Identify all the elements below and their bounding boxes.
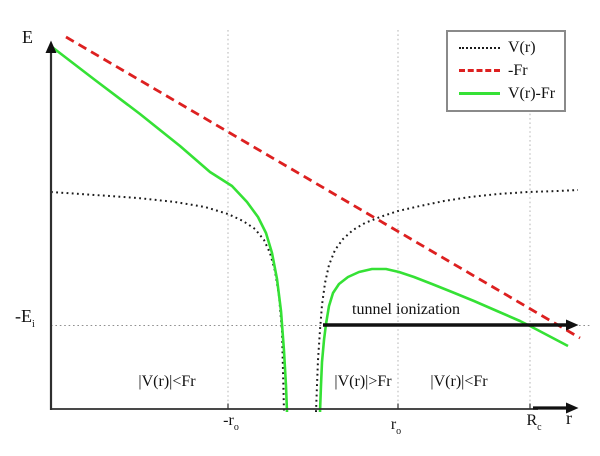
legend: V(r) -Fr V(r)-Fr [446, 30, 566, 112]
tick-r0-main: r [390, 416, 397, 433]
tick-label-neg-r0: -ro [223, 412, 239, 433]
tick-label-Rc: Rc [526, 412, 541, 433]
tick-Rc-main: R [526, 412, 538, 429]
vr-dotted-line-sample [459, 47, 500, 50]
legend-label-vr-fr: V(r)-Fr [508, 84, 556, 102]
energy-level-label: -Ei [15, 306, 35, 330]
region-label-middle: |V(r)|>Fr [334, 373, 392, 390]
region-label-right: |V(r)|<Fr [430, 373, 488, 390]
legend-label-vr: V(r) [508, 39, 536, 57]
legend-label-fr: -Fr [508, 61, 528, 79]
vr-fr-solid-line-sample [459, 92, 500, 96]
legend-row-fr: -Fr [459, 61, 558, 81]
energy-level-main: -E [15, 306, 32, 326]
tick-neg-r0-sub: o [233, 422, 239, 433]
tick-label-r0: ro [390, 416, 401, 437]
x-axis-label: r [566, 408, 572, 428]
tunnel-ionization-annotation: tunnel ionization [352, 301, 460, 318]
legend-row-vr: V(r) [459, 38, 558, 58]
energy-level-subscript: i [32, 319, 35, 330]
legend-row-vr-fr: V(r)-Fr [459, 84, 558, 104]
curves-layer [50, 35, 581, 413]
tick-neg-r0-main: -r [223, 412, 234, 429]
tick-Rc-sub: c [537, 422, 542, 433]
region-label-left: |V(r)|<Fr [138, 373, 196, 390]
tick-r0-sub: o [396, 426, 402, 437]
axes-layer [45, 40, 579, 414]
fr-dashed-line-sample [459, 69, 500, 73]
y-axis-label: E [22, 27, 33, 47]
